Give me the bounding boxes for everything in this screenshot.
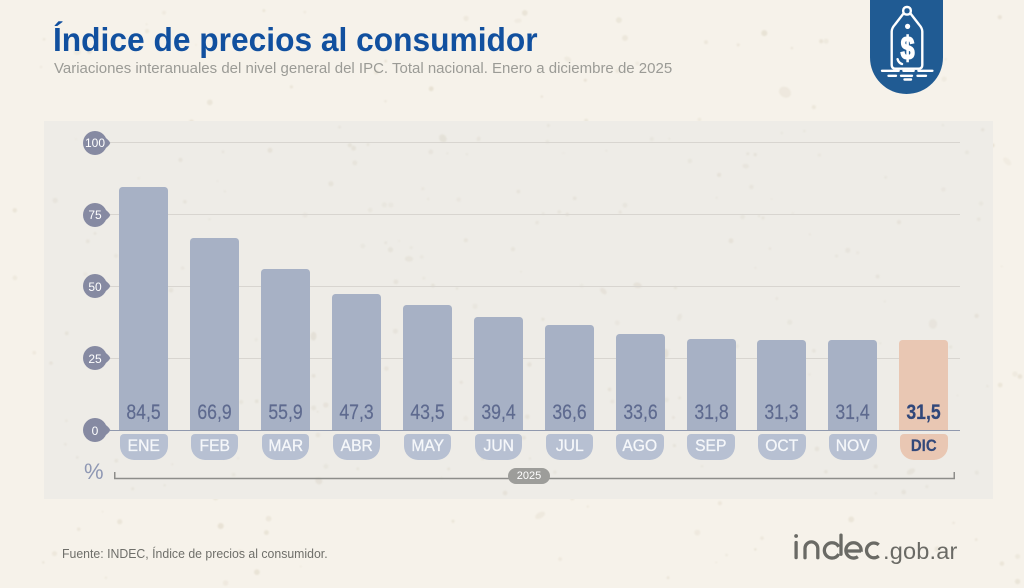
svg-text:$: $ — [901, 31, 915, 67]
